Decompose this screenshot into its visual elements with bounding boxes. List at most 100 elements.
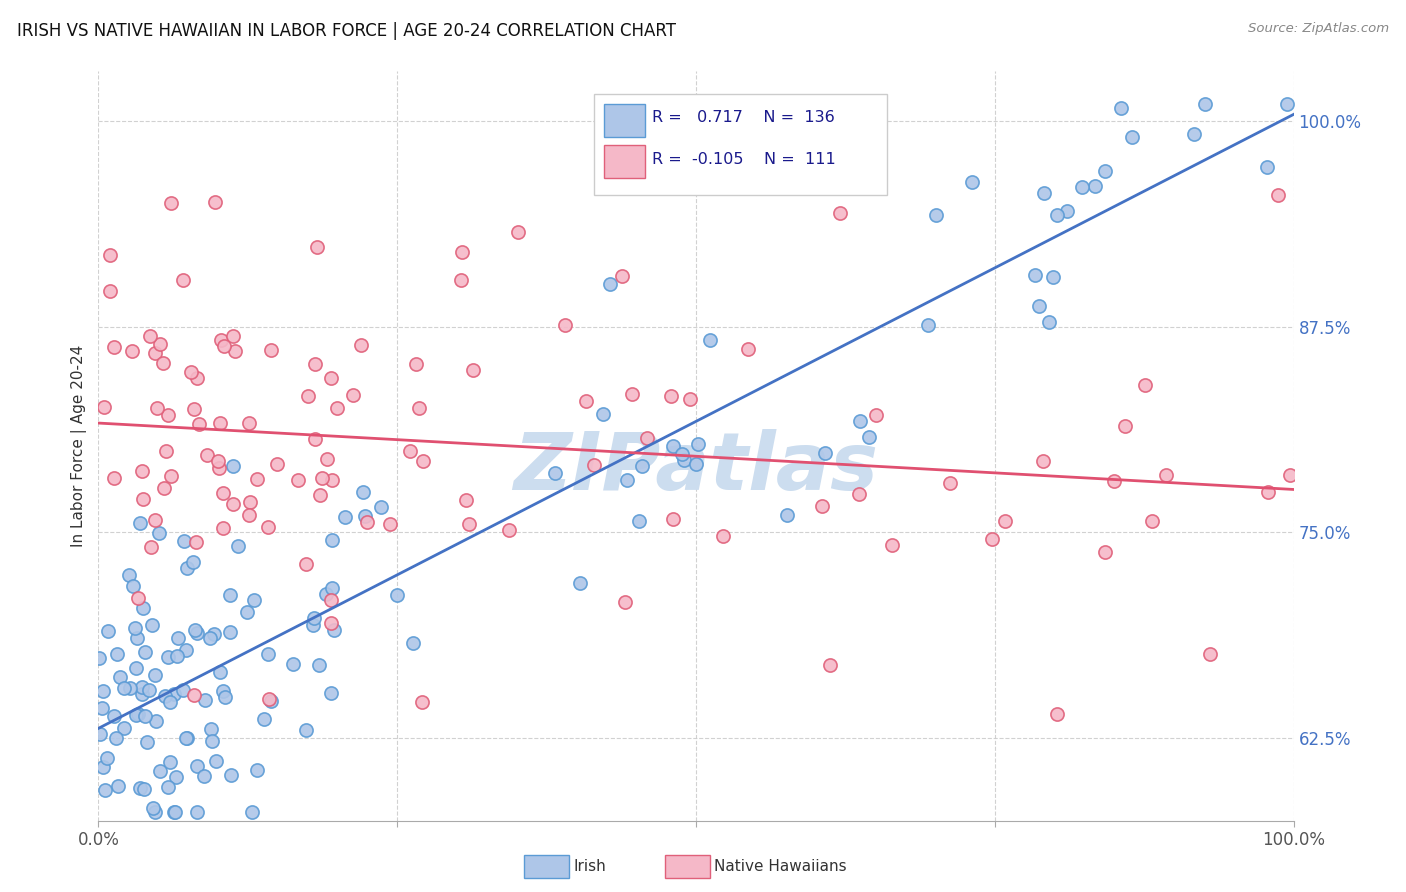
Point — [100, 284, 122, 298]
Point — [103, 708, 125, 723]
Point — [89, 651, 111, 665]
Point — [107, 779, 129, 793]
Point — [209, 416, 232, 430]
Point — [257, 691, 280, 706]
Point — [311, 471, 333, 485]
Point — [127, 706, 149, 721]
Point — [188, 417, 211, 431]
Point — [458, 516, 481, 531]
Point — [174, 643, 197, 657]
Point — [162, 805, 184, 820]
Point — [917, 318, 939, 333]
Point — [568, 576, 591, 591]
Point — [1121, 129, 1143, 144]
Point — [321, 581, 343, 595]
Y-axis label: In Labor Force | Age 20-24: In Labor Force | Age 20-24 — [72, 345, 87, 547]
Point — [711, 529, 734, 543]
FancyBboxPatch shape — [595, 94, 887, 195]
Point — [321, 474, 343, 488]
Point — [222, 497, 245, 511]
Point — [287, 473, 309, 487]
Point — [205, 755, 228, 769]
Point — [91, 760, 114, 774]
Point — [201, 734, 224, 748]
Point — [193, 769, 215, 783]
Point — [96, 751, 118, 765]
Point — [200, 722, 222, 736]
Point — [450, 273, 472, 287]
Point — [204, 194, 226, 209]
Point — [156, 408, 179, 422]
Point — [776, 508, 799, 522]
Point — [1032, 186, 1054, 200]
Point — [456, 493, 478, 508]
Point — [132, 600, 155, 615]
Point — [405, 358, 427, 372]
Point — [125, 707, 148, 722]
Point — [172, 682, 194, 697]
Point — [252, 712, 274, 726]
Point — [673, 452, 696, 467]
Point — [260, 694, 283, 708]
Point — [149, 337, 172, 351]
Point — [319, 592, 342, 607]
Point — [134, 709, 156, 723]
Point — [411, 696, 433, 710]
Point — [228, 539, 250, 553]
Point — [127, 632, 149, 646]
Point — [103, 340, 125, 354]
Point — [209, 333, 232, 347]
Point — [186, 371, 208, 385]
Point — [408, 401, 430, 416]
FancyBboxPatch shape — [605, 104, 644, 137]
Point — [165, 805, 187, 820]
Point — [209, 665, 232, 679]
Point — [108, 670, 131, 684]
Point — [124, 622, 146, 636]
Point — [186, 759, 208, 773]
Point — [398, 444, 420, 458]
Point — [830, 206, 852, 220]
Point — [1267, 188, 1289, 202]
Point — [146, 401, 169, 415]
Point — [143, 346, 166, 360]
Point — [143, 805, 166, 820]
Point — [186, 805, 208, 820]
Point — [219, 625, 242, 640]
Point — [925, 208, 948, 222]
Point — [176, 731, 198, 745]
Point — [661, 512, 683, 526]
Point — [679, 392, 702, 407]
Point — [160, 469, 183, 483]
Point — [202, 627, 225, 641]
Point — [176, 560, 198, 574]
Point — [1046, 706, 1069, 721]
Point — [322, 623, 344, 637]
Point — [960, 175, 983, 189]
Point — [302, 611, 325, 625]
Point — [159, 694, 181, 708]
Point — [114, 721, 136, 735]
Point — [1094, 545, 1116, 559]
Point — [380, 516, 402, 531]
Point — [181, 555, 204, 569]
Point — [128, 516, 150, 530]
Point — [1032, 454, 1054, 468]
Point — [1279, 468, 1302, 483]
Point — [242, 593, 264, 607]
Point — [354, 509, 377, 524]
Point — [118, 567, 141, 582]
Point — [138, 683, 160, 698]
Point — [89, 727, 111, 741]
Point — [1199, 648, 1222, 662]
Point — [295, 723, 318, 738]
Point — [612, 269, 634, 284]
Point — [186, 626, 208, 640]
Point — [183, 402, 205, 417]
Point — [174, 731, 197, 746]
Point — [737, 343, 759, 357]
Point — [506, 225, 529, 239]
Point — [699, 333, 721, 347]
Point — [160, 196, 183, 211]
Point — [1256, 160, 1278, 174]
